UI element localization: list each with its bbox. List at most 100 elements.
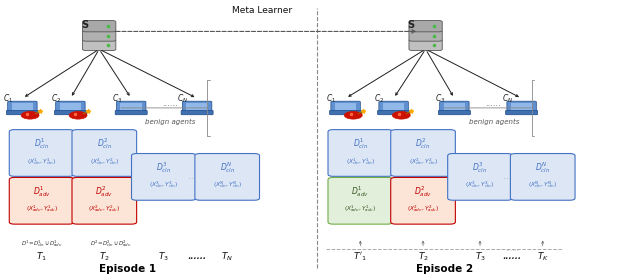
Text: Episode 1: Episode 1 [99, 264, 157, 274]
FancyBboxPatch shape [116, 101, 146, 114]
FancyBboxPatch shape [444, 103, 465, 112]
FancyBboxPatch shape [186, 103, 208, 112]
Text: ......: ...... [505, 244, 519, 253]
Text: Episode 2: Episode 2 [416, 264, 474, 274]
FancyBboxPatch shape [182, 101, 212, 114]
Text: ......: ...... [188, 252, 207, 261]
Text: $D^1\!=\!D^1_{cln}\cup D^1_{adv}$: $D^1\!=\!D^1_{cln}\cup D^1_{adv}$ [20, 238, 63, 249]
FancyBboxPatch shape [378, 110, 410, 115]
Text: $\mathbf{S}$: $\mathbf{S}$ [81, 18, 90, 30]
FancyBboxPatch shape [56, 101, 85, 114]
FancyBboxPatch shape [328, 177, 393, 224]
Text: $D^2_{cln}$: $D^2_{cln}$ [415, 136, 431, 151]
Text: $T_2$: $T_2$ [417, 251, 429, 263]
Text: ......: ...... [162, 99, 177, 108]
Text: $C_3$: $C_3$ [435, 93, 445, 105]
Text: $(X^N_{cln},Y^N_{cln})$: $(X^N_{cln},Y^N_{cln})$ [212, 180, 242, 191]
Text: $D^1_{adv}$: $D^1_{adv}$ [351, 184, 369, 199]
FancyBboxPatch shape [83, 39, 116, 51]
Circle shape [392, 111, 410, 119]
FancyBboxPatch shape [409, 21, 442, 32]
Text: $(X^3_{cln},Y^3_{cln})$: $(X^3_{cln},Y^3_{cln})$ [149, 180, 179, 191]
Circle shape [344, 111, 362, 119]
FancyBboxPatch shape [448, 153, 512, 200]
Text: ......: ...... [502, 252, 522, 261]
Text: $C_1$: $C_1$ [326, 93, 337, 105]
Circle shape [69, 111, 87, 119]
Text: $D^2_{adv}$: $D^2_{adv}$ [414, 184, 432, 199]
FancyBboxPatch shape [132, 153, 196, 200]
FancyBboxPatch shape [390, 130, 456, 176]
Text: $(X^1_{adv},Y^1_{adv})$: $(X^1_{adv},Y^1_{adv})$ [344, 204, 376, 214]
Text: benign agents: benign agents [469, 119, 520, 125]
Text: $C_N$: $C_N$ [177, 93, 189, 105]
Text: $T'_1$: $T'_1$ [353, 251, 367, 263]
FancyBboxPatch shape [8, 101, 37, 114]
FancyBboxPatch shape [195, 153, 260, 200]
FancyBboxPatch shape [12, 103, 33, 112]
Text: $C_2$: $C_2$ [374, 93, 385, 105]
FancyBboxPatch shape [330, 110, 362, 115]
FancyBboxPatch shape [54, 110, 86, 115]
Text: $D^2\!=\!D^2_{cln}\cup D^2_{adv}$: $D^2\!=\!D^2_{cln}\cup D^2_{adv}$ [90, 238, 132, 249]
Text: $T_N$: $T_N$ [221, 251, 233, 263]
FancyBboxPatch shape [6, 110, 38, 115]
Text: $(X^1_{cln},Y^1_{cln})$: $(X^1_{cln},Y^1_{cln})$ [346, 156, 375, 167]
Text: Meta Learner: Meta Learner [232, 6, 292, 15]
Text: $C_3$: $C_3$ [112, 93, 122, 105]
FancyBboxPatch shape [440, 101, 469, 114]
FancyBboxPatch shape [335, 103, 356, 112]
Text: $(X^2_{adv},Y^2_{adv})$: $(X^2_{adv},Y^2_{adv})$ [88, 204, 120, 214]
Text: $D^N_{cln}$: $D^N_{cln}$ [220, 160, 235, 175]
Text: ......: ...... [504, 172, 520, 182]
FancyBboxPatch shape [390, 177, 456, 224]
Text: $(X^3_{cln},Y^3_{cln})$: $(X^3_{cln},Y^3_{cln})$ [465, 180, 495, 191]
Text: $T_1$: $T_1$ [36, 251, 47, 263]
Text: $D^3_{cln}$: $D^3_{cln}$ [472, 160, 488, 175]
FancyBboxPatch shape [60, 103, 81, 112]
FancyBboxPatch shape [120, 103, 142, 112]
Text: $D^2_{adv}$: $D^2_{adv}$ [95, 184, 113, 199]
Text: $D^1_{cln}$: $D^1_{cln}$ [34, 136, 49, 151]
Text: $D^1_{cln}$: $D^1_{cln}$ [353, 136, 368, 151]
FancyBboxPatch shape [409, 39, 442, 51]
Text: $(X^1_{adv},Y^1_{adv})$: $(X^1_{adv},Y^1_{adv})$ [26, 204, 58, 214]
Text: $(X^2_{cln},Y^2_{cln})$: $(X^2_{cln},Y^2_{cln})$ [408, 156, 438, 167]
Text: benign agents: benign agents [145, 119, 196, 125]
FancyBboxPatch shape [379, 101, 408, 114]
Text: $C_1$: $C_1$ [3, 93, 13, 105]
Text: $D^1_{adv}$: $D^1_{adv}$ [33, 184, 51, 199]
Text: $D^2_{cln}$: $D^2_{cln}$ [97, 136, 112, 151]
FancyBboxPatch shape [83, 30, 116, 41]
Text: $(X^N_{cln},Y^N_{cln})$: $(X^N_{cln},Y^N_{cln})$ [528, 180, 557, 191]
FancyBboxPatch shape [9, 177, 74, 224]
Text: $D^N_{cln}$: $D^N_{cln}$ [535, 160, 550, 175]
Text: $T_3$: $T_3$ [158, 251, 170, 263]
Text: $(X^2_{adv},Y^2_{adv})$: $(X^2_{adv},Y^2_{adv})$ [407, 204, 439, 214]
FancyBboxPatch shape [511, 153, 575, 200]
FancyBboxPatch shape [507, 101, 536, 114]
Text: $(X^1_{cln},Y^1_{cln})$: $(X^1_{cln},Y^1_{cln})$ [27, 156, 56, 167]
FancyBboxPatch shape [72, 177, 137, 224]
Text: $C_N$: $C_N$ [502, 93, 513, 105]
FancyBboxPatch shape [438, 110, 470, 115]
FancyBboxPatch shape [115, 110, 147, 115]
FancyBboxPatch shape [506, 110, 538, 115]
Circle shape [21, 111, 39, 119]
FancyBboxPatch shape [383, 103, 404, 112]
FancyBboxPatch shape [9, 130, 74, 176]
FancyBboxPatch shape [83, 21, 116, 32]
FancyBboxPatch shape [409, 30, 442, 41]
FancyBboxPatch shape [331, 101, 360, 114]
Text: $\mathbf{S}$: $\mathbf{S}$ [407, 18, 416, 30]
FancyBboxPatch shape [181, 110, 213, 115]
Text: $T_3$: $T_3$ [474, 251, 486, 263]
Text: $D^3_{cln}$: $D^3_{cln}$ [156, 160, 172, 175]
Text: ......: ...... [189, 172, 205, 182]
FancyBboxPatch shape [328, 130, 393, 176]
Text: $T_K$: $T_K$ [537, 251, 548, 263]
FancyBboxPatch shape [72, 130, 137, 176]
FancyBboxPatch shape [511, 103, 532, 112]
Text: $(X^2_{cln},Y^2_{cln})$: $(X^2_{cln},Y^2_{cln})$ [90, 156, 119, 167]
Text: ......: ...... [485, 99, 500, 108]
